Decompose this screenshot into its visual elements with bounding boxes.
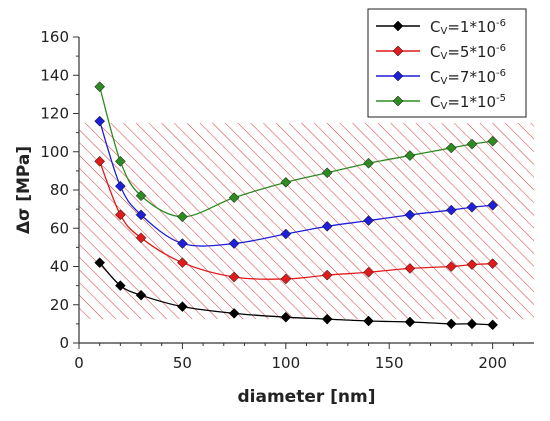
data-point	[487, 258, 498, 269]
series-4	[94, 81, 498, 223]
data-point	[115, 280, 126, 291]
data-point	[228, 238, 240, 249]
y-tick-label: 120	[40, 105, 69, 123]
data-point	[228, 192, 240, 204]
data-point	[445, 318, 457, 330]
data-point	[487, 319, 498, 331]
data-point	[404, 209, 416, 221]
data-point	[404, 150, 416, 161]
data-point	[115, 180, 126, 192]
data-point	[228, 271, 240, 283]
data-point	[466, 201, 478, 213]
y-tick-label: 80	[50, 181, 69, 199]
legend-label: CV=5*10-6	[430, 43, 506, 62]
data-point	[135, 232, 147, 244]
data-point	[466, 138, 478, 150]
data-point	[177, 257, 188, 269]
data-point	[466, 259, 478, 270]
data-point	[280, 311, 292, 323]
series-1	[94, 257, 498, 331]
x-tick-label: 0	[74, 354, 84, 372]
data-point	[404, 316, 416, 328]
y-tick-label: 20	[50, 296, 69, 314]
legend-swatch-marker	[392, 95, 404, 107]
legend-item: CV=1*10-5	[376, 93, 506, 112]
y-axis-title: Δσ [MPa]	[14, 146, 34, 234]
shaded-band	[79, 123, 534, 320]
series-2	[94, 155, 498, 285]
x-tick-label: 100	[271, 354, 300, 372]
data-point	[404, 263, 416, 274]
y-tick-label: 60	[50, 219, 69, 237]
legend-item: CV=1*10-6	[376, 18, 506, 37]
data-point	[177, 301, 188, 313]
y-tick-label: 40	[50, 258, 69, 276]
x-tick-label: 150	[375, 354, 404, 372]
data-point	[177, 238, 188, 249]
data-point	[280, 273, 292, 285]
legend-swatch-marker	[392, 20, 404, 32]
series-3	[94, 115, 498, 249]
data-point	[321, 313, 333, 325]
legend-label: CV=7*10-6	[430, 68, 506, 87]
y-tick-label: 140	[40, 66, 69, 84]
data-point	[94, 115, 106, 127]
data-point	[487, 135, 498, 147]
data-point	[363, 315, 374, 327]
y-tick-label: 160	[40, 28, 69, 46]
data-point	[135, 289, 147, 301]
data-point	[363, 266, 374, 278]
legend-swatch-marker	[392, 70, 404, 82]
legend-label: CV=1*10-5	[430, 93, 506, 112]
data-point	[115, 209, 126, 221]
data-point	[321, 167, 333, 179]
data-point	[280, 176, 292, 188]
data-point	[228, 308, 240, 319]
data-point	[363, 215, 374, 226]
data-point	[135, 209, 147, 221]
data-point	[445, 142, 457, 154]
data-point	[280, 228, 292, 240]
data-point	[445, 204, 457, 216]
data-point	[135, 190, 147, 202]
y-tick-label: 100	[40, 143, 69, 161]
x-tick-label: 200	[478, 354, 507, 372]
data-point	[94, 155, 106, 167]
data-point	[94, 81, 106, 93]
legend-item: CV=7*10-6	[376, 68, 506, 87]
data-point	[487, 199, 498, 211]
data-point	[363, 157, 374, 169]
data-point	[115, 155, 126, 167]
y-tick-label: 0	[59, 334, 69, 352]
legend-item: CV=5*10-6	[376, 43, 506, 62]
legend-swatch-marker	[392, 45, 404, 57]
legend-label: CV=1*10-6	[430, 18, 506, 37]
data-point	[321, 220, 333, 232]
x-axis-title: diameter [nm]	[237, 387, 375, 407]
data-point	[177, 211, 188, 223]
data-point	[321, 269, 333, 281]
x-tick-label: 50	[173, 354, 192, 372]
data-point	[445, 261, 457, 272]
data-point	[466, 318, 478, 330]
data-point	[94, 257, 106, 269]
